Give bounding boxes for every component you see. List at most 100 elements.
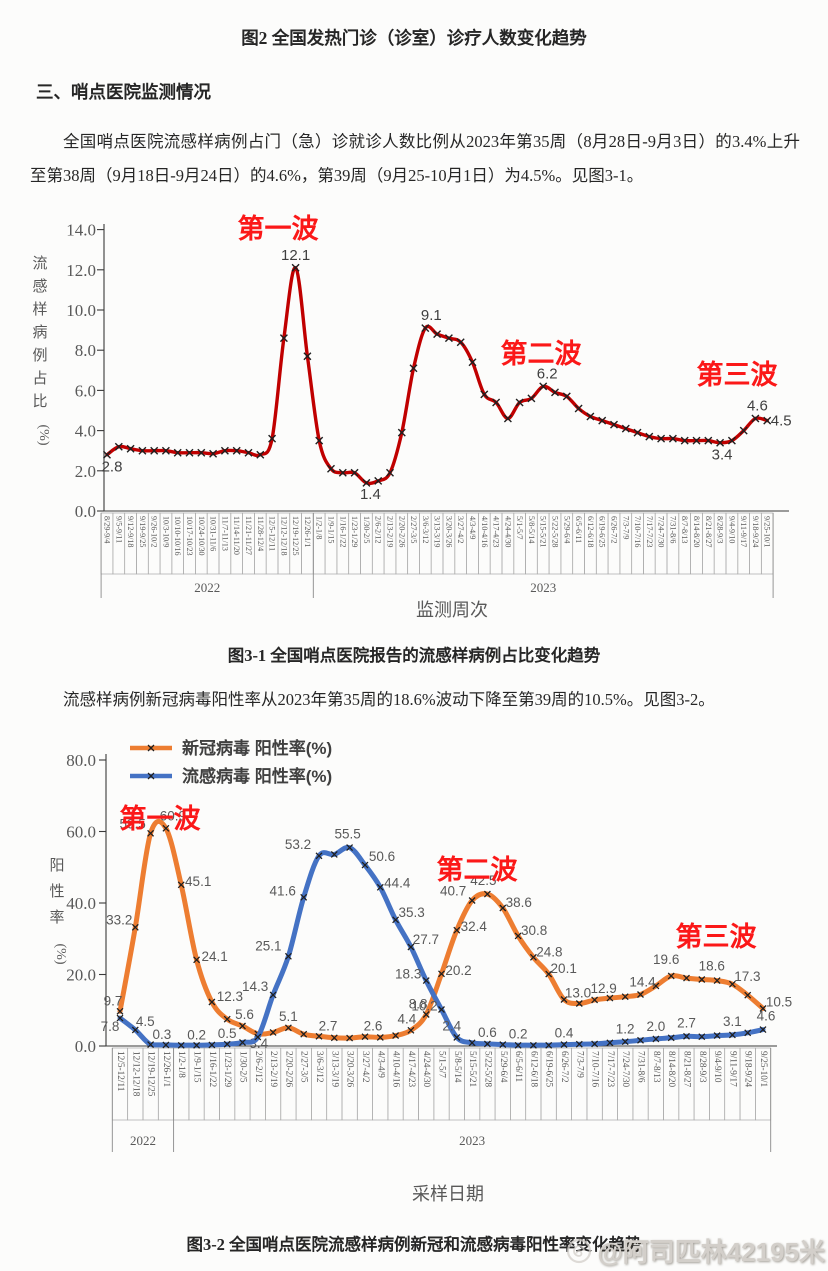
svg-text:6/12-6/18: 6/12-6/18 xyxy=(586,516,595,547)
svg-text:12/5-12/11: 12/5-12/11 xyxy=(268,516,277,551)
svg-text:20.0: 20.0 xyxy=(66,966,96,985)
svg-text:9.1: 9.1 xyxy=(421,307,442,324)
svg-text:12/19-12/25: 12/19-12/25 xyxy=(146,1051,156,1097)
svg-text:11/7-11/13: 11/7-11/13 xyxy=(220,516,229,551)
svg-text:7/3-7/9: 7/3-7/9 xyxy=(621,516,630,539)
wave-annotation: 第二波 xyxy=(437,854,519,885)
svg-text:2.6: 2.6 xyxy=(364,1019,383,1034)
y-tick-labels: 0.0 2.0 4.0 6.0 8.0 10.0 12.0 14.0 xyxy=(66,221,104,521)
watermark: @阿司匹林42195米 xyxy=(566,1232,825,1269)
svg-text:3/27-4/2: 3/27-4/2 xyxy=(360,1051,370,1083)
svg-text:3/13-3/19: 3/13-3/19 xyxy=(433,516,442,547)
svg-text:0.0: 0.0 xyxy=(75,1037,96,1056)
svg-text:9/5-9/11: 9/5-9/11 xyxy=(114,516,123,543)
svg-text:3/6-3/12: 3/6-3/12 xyxy=(421,516,430,543)
svg-text:3/27-4/2: 3/27-4/2 xyxy=(456,516,465,543)
svg-text:4.6: 4.6 xyxy=(757,1009,776,1024)
svg-text:2/6-2/12: 2/6-2/12 xyxy=(374,516,383,543)
svg-text:5.6: 5.6 xyxy=(235,1007,254,1022)
svg-text:0.0: 0.0 xyxy=(75,502,96,521)
svg-text:12/12-12/18: 12/12-12/18 xyxy=(279,516,288,556)
svg-text:2/6-2/12: 2/6-2/12 xyxy=(253,1051,263,1083)
svg-text:1/2-1/8: 1/2-1/8 xyxy=(315,516,324,539)
svg-text:8/21-8/27: 8/21-8/27 xyxy=(682,1051,692,1088)
svg-text:1/9-1/15: 1/9-1/15 xyxy=(192,1051,202,1083)
watermark-spiral-icon xyxy=(567,1238,592,1263)
y-axis-title: 阳性率 (%) xyxy=(49,857,68,965)
svg-text:5/8-5/14: 5/8-5/14 xyxy=(527,516,536,543)
ili-percent-chart: 0.0 2.0 4.0 6.0 8.0 10.0 12.0 14.0 流感样病例占比 (%) 8/2… xyxy=(32,213,792,620)
svg-text:9/11-9/17: 9/11-9/17 xyxy=(727,1051,737,1087)
series-markers xyxy=(116,844,767,1049)
svg-text:4.5: 4.5 xyxy=(771,413,792,430)
svg-text:8/28-9/3: 8/28-9/3 xyxy=(697,1051,707,1083)
svg-text:4/3-4/9: 4/3-4/9 xyxy=(468,516,477,539)
svg-text:比: 比 xyxy=(32,393,47,410)
svg-text:2023: 2023 xyxy=(530,580,556,595)
svg-text:4.4: 4.4 xyxy=(398,1011,417,1026)
svg-text:24.8: 24.8 xyxy=(536,944,562,959)
svg-text:18.3: 18.3 xyxy=(395,967,421,982)
x-axis-labels: 8/29-9/4 9/5-9/11 9/12-9/18 9/19-9/25 9/26-1… xyxy=(100,512,774,575)
x-axis-labels: 12/5-12/11 12/12-12/18 12/19-12/25 12/26-1/… xyxy=(111,1047,772,1121)
series-data-labels: 9.733.259.560.945.124.112.35.63.45.12.7 2… xyxy=(104,808,793,1051)
svg-text:60.9: 60.9 xyxy=(160,808,186,823)
svg-text:8/14-8/20: 8/14-8/20 xyxy=(692,516,701,547)
svg-text:9/18-9/24: 9/18-9/24 xyxy=(743,1051,753,1088)
svg-text:35.3: 35.3 xyxy=(398,905,424,920)
svg-text:60.0: 60.0 xyxy=(66,823,96,842)
svg-text:2/13-2/19: 2/13-2/19 xyxy=(268,1051,278,1088)
svg-text:10/31-11/6: 10/31-11/6 xyxy=(209,516,218,551)
svg-text:9/18-9/24: 9/18-9/24 xyxy=(751,516,760,547)
svg-text:0.6: 0.6 xyxy=(478,1025,497,1040)
svg-text:6/5-6/11: 6/5-6/11 xyxy=(513,1051,523,1083)
y-axis-title: 流感样病例占比 (%) xyxy=(32,255,51,446)
svg-text:5/8-5/14: 5/8-5/14 xyxy=(452,1051,462,1083)
svg-text:3/6-3/12: 3/6-3/12 xyxy=(314,1051,324,1083)
svg-text:44.4: 44.4 xyxy=(384,875,411,890)
svg-text:7/10-7/16: 7/10-7/16 xyxy=(590,1051,600,1088)
svg-text:2/27-3/5: 2/27-3/5 xyxy=(409,516,418,543)
svg-text:5/29-6/4: 5/29-6/4 xyxy=(562,516,571,543)
svg-text:6.0: 6.0 xyxy=(75,381,96,400)
year-row: 2022 2023 xyxy=(111,1048,772,1152)
svg-text:(%): (%) xyxy=(36,425,51,446)
svg-text:7/24-7/30: 7/24-7/30 xyxy=(620,1051,630,1088)
svg-text:19.6: 19.6 xyxy=(653,952,679,967)
x-axis-title: 监测周次 xyxy=(416,600,488,620)
svg-text:7/10-7/16: 7/10-7/16 xyxy=(633,516,642,547)
svg-text:6/19-6/25: 6/19-6/25 xyxy=(544,1051,554,1088)
svg-text:10.2: 10.2 xyxy=(411,999,437,1014)
svg-text:2.4: 2.4 xyxy=(442,1018,461,1033)
svg-text:8/28-9/3: 8/28-9/3 xyxy=(716,516,725,543)
svg-text:12/5-12/11: 12/5-12/11 xyxy=(115,1051,125,1092)
svg-text:新冠病毒 阳性率(%): 新冠病毒 阳性率(%) xyxy=(182,738,332,758)
svg-text:18.6: 18.6 xyxy=(699,959,725,974)
wave-annotation: 第一波 xyxy=(238,213,320,244)
svg-text:3/20-3/26: 3/20-3/26 xyxy=(444,516,453,547)
svg-text:5/15-5/21: 5/15-5/21 xyxy=(467,1051,477,1088)
svg-text:9/12-9/18: 9/12-9/18 xyxy=(126,516,135,547)
svg-text:32.4: 32.4 xyxy=(461,919,488,934)
svg-text:10/17-10/23: 10/17-10/23 xyxy=(185,516,194,556)
svg-text:1/30-2/5: 1/30-2/5 xyxy=(362,516,371,543)
svg-text:2022: 2022 xyxy=(194,580,220,595)
svg-text:6.2: 6.2 xyxy=(537,365,558,382)
svg-text:6/26-7/2: 6/26-7/2 xyxy=(610,516,619,543)
series-data-labels: 2.8 12.1 1.4 9.1 6.2 3.4 4.64.5 xyxy=(102,247,792,503)
svg-text:8/7-8/13: 8/7-8/13 xyxy=(680,516,689,543)
svg-text:9/19-9/25: 9/19-9/25 xyxy=(138,516,147,547)
svg-text:11/28-12/4: 11/28-12/4 xyxy=(256,516,265,551)
svg-text:41.6: 41.6 xyxy=(270,883,296,898)
svg-text:12/19-12/25: 12/19-12/25 xyxy=(291,516,300,556)
svg-text:53.2: 53.2 xyxy=(285,837,311,852)
svg-text:病: 病 xyxy=(32,324,47,341)
svg-text:4.5: 4.5 xyxy=(136,1014,155,1029)
svg-text:14.4: 14.4 xyxy=(629,975,656,990)
svg-text:80.0: 80.0 xyxy=(66,751,96,770)
svg-text:4/24-4/30: 4/24-4/30 xyxy=(503,516,512,547)
svg-text:1/9-1/15: 1/9-1/15 xyxy=(327,516,336,543)
svg-text:9/26-10/2: 9/26-10/2 xyxy=(150,516,159,547)
svg-text:4/17-4/23: 4/17-4/23 xyxy=(492,516,501,547)
svg-text:12.0: 12.0 xyxy=(66,261,96,280)
